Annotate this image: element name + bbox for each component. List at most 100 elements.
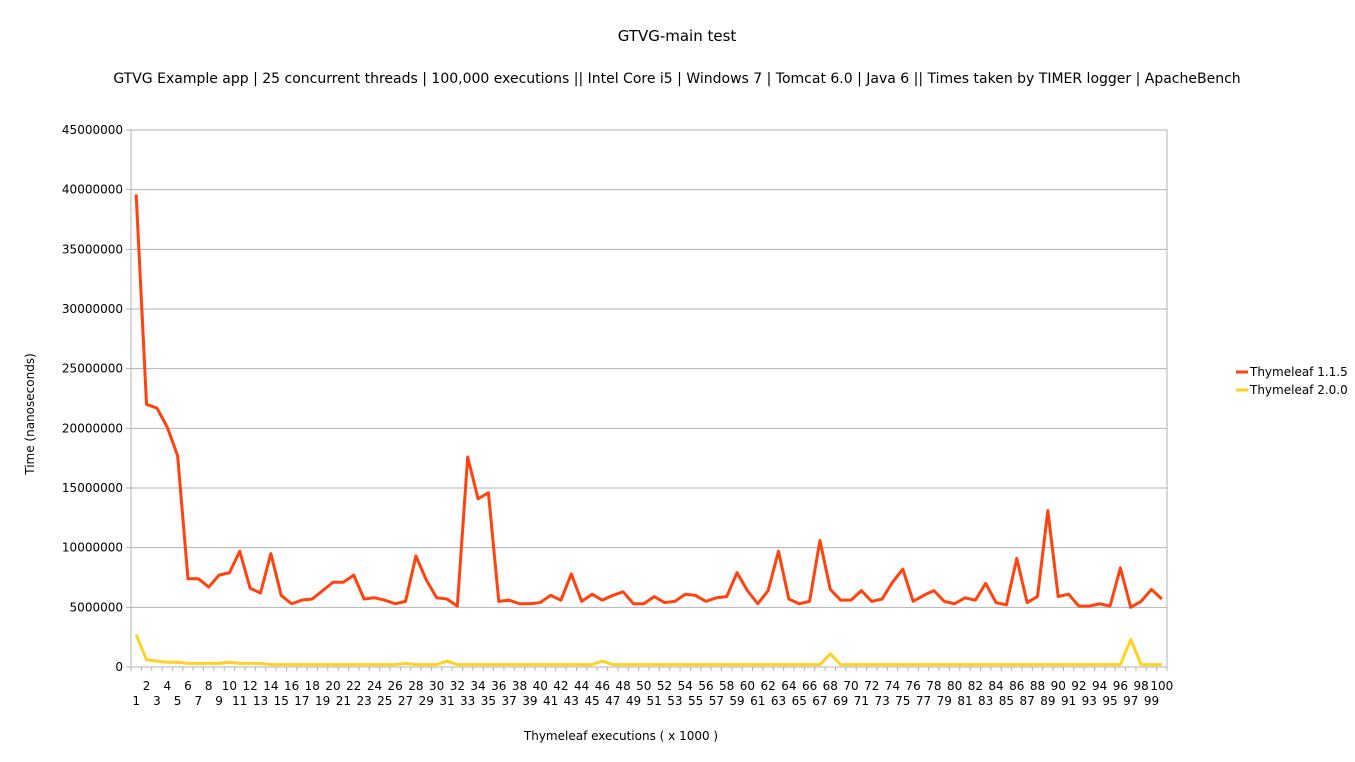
x-tick-label: 23: [356, 694, 371, 708]
x-tick-label: 43: [564, 694, 579, 708]
x-tick-label: 95: [1102, 694, 1117, 708]
x-tick-label: 36: [491, 679, 506, 693]
x-tick-label: 57: [709, 694, 724, 708]
x-tick-label: 50: [636, 679, 651, 693]
x-tick-label: 90: [1051, 679, 1066, 693]
x-tick-label: 100: [1150, 679, 1173, 693]
plot-area-border: [130, 129, 1168, 668]
x-tick-label: 48: [615, 679, 630, 693]
x-tick-label: 4: [163, 679, 171, 693]
x-tick-label: 27: [398, 694, 413, 708]
x-tick-label: 34: [470, 679, 485, 693]
y-tick-label: 10000000: [62, 541, 123, 555]
y-tick-label: 35000000: [62, 242, 123, 256]
x-tick-label: 84: [988, 679, 1003, 693]
x-tick-label: 15: [274, 694, 289, 708]
x-tick-label: 99: [1144, 694, 1159, 708]
x-tick-label: 13: [253, 694, 268, 708]
x-tick-label: 59: [729, 694, 744, 708]
x-tick-label: 93: [1082, 694, 1097, 708]
x-tick-label: 64: [781, 679, 796, 693]
x-tick-label: 76: [906, 679, 921, 693]
x-tick-label: 58: [719, 679, 734, 693]
x-tick-label: 5: [174, 694, 182, 708]
x-tick-label: 94: [1092, 679, 1107, 693]
y-tick-label: 0: [115, 660, 123, 674]
x-tick-label: 66: [802, 679, 817, 693]
x-tick-label: 69: [833, 694, 848, 708]
x-tick-label: 54: [678, 679, 693, 693]
x-tick-label: 72: [864, 679, 879, 693]
x-tick-label: 62: [760, 679, 775, 693]
x-tick-label: 16: [284, 679, 299, 693]
x-tick-label: 20: [325, 679, 340, 693]
x-tick-label: 9: [215, 694, 223, 708]
x-tick-label: 81: [957, 694, 972, 708]
x-tick-label: 10: [222, 679, 237, 693]
x-tick-label: 1: [132, 694, 140, 708]
x-tick-label: 49: [626, 694, 641, 708]
series-line-2: [134, 634, 1162, 667]
legend-label: Thymeleaf 1.1.5: [1249, 365, 1348, 379]
x-tick-label: 92: [1071, 679, 1086, 693]
y-tick-label: 25000000: [62, 362, 123, 376]
x-tick-label: 47: [605, 694, 620, 708]
x-tick-label: 77: [916, 694, 931, 708]
x-tick-label: 18: [305, 679, 320, 693]
y-tick-label: 30000000: [62, 302, 123, 316]
chart-title: GTVG-main test: [618, 27, 737, 45]
x-tick-label: 41: [543, 694, 558, 708]
x-tick-label: 24: [367, 679, 382, 693]
x-tick-label: 22: [346, 679, 361, 693]
x-tick-label: 70: [843, 679, 858, 693]
x-tick-label: 45: [584, 694, 599, 708]
x-tick-label: 32: [450, 679, 465, 693]
x-tick-label: 2: [143, 679, 151, 693]
x-tick-label: 79: [937, 694, 952, 708]
x-tick-label: 17: [294, 694, 309, 708]
x-tick-label: 19: [315, 694, 330, 708]
x-tick-label: 35: [481, 694, 496, 708]
x-tick-label: 75: [895, 694, 910, 708]
x-tick-label: 14: [263, 679, 278, 693]
x-tick-label: 46: [595, 679, 610, 693]
x-tick-label: 37: [501, 694, 516, 708]
x-tick-label: 53: [667, 694, 682, 708]
y-tick-label: 20000000: [62, 421, 123, 435]
x-tick-label: 61: [750, 694, 765, 708]
x-tick-label: 68: [823, 679, 838, 693]
x-tick-label: 42: [553, 679, 568, 693]
x-tick-label: 73: [874, 694, 889, 708]
x-tick-label: 83: [978, 694, 993, 708]
x-tick-label: 33: [460, 694, 475, 708]
chart-subtitle: GTVG Example app | 25 concurrent threads…: [113, 71, 1240, 87]
x-tick-label: 98: [1133, 679, 1148, 693]
x-tick-label: 3: [153, 694, 161, 708]
x-tick-label: 8: [205, 679, 213, 693]
x-tick-label: 97: [1123, 694, 1138, 708]
x-tick-label: 25: [377, 694, 392, 708]
y-tick-label: 15000000: [62, 481, 123, 495]
x-tick-label: 21: [336, 694, 351, 708]
x-tick-label: 74: [885, 679, 900, 693]
x-tick-label: 78: [926, 679, 941, 693]
x-tick-label: 87: [1019, 694, 1034, 708]
x-tick-label: 30: [429, 679, 444, 693]
legend: Thymeleaf 1.1.5 Thymeleaf 2.0.0: [1236, 365, 1348, 397]
x-tick-label: 67: [812, 694, 827, 708]
x-tick-label: 29: [419, 694, 434, 708]
x-tick-label: 65: [792, 694, 807, 708]
x-tick-label: 56: [698, 679, 713, 693]
x-tick-label: 96: [1113, 679, 1128, 693]
x-tick-label: 39: [522, 694, 537, 708]
x-tick-label: 71: [854, 694, 869, 708]
y-axis-label: Time (nanoseconds): [23, 353, 37, 476]
x-tick-label: 85: [999, 694, 1014, 708]
x-tick-label: 60: [740, 679, 755, 693]
x-tick-label: 44: [574, 679, 589, 693]
y-tick-label: 5000000: [70, 600, 123, 614]
x-tick-label: 31: [439, 694, 454, 708]
series-lines: [134, 194, 1163, 667]
x-tick-label: 86: [1009, 679, 1024, 693]
